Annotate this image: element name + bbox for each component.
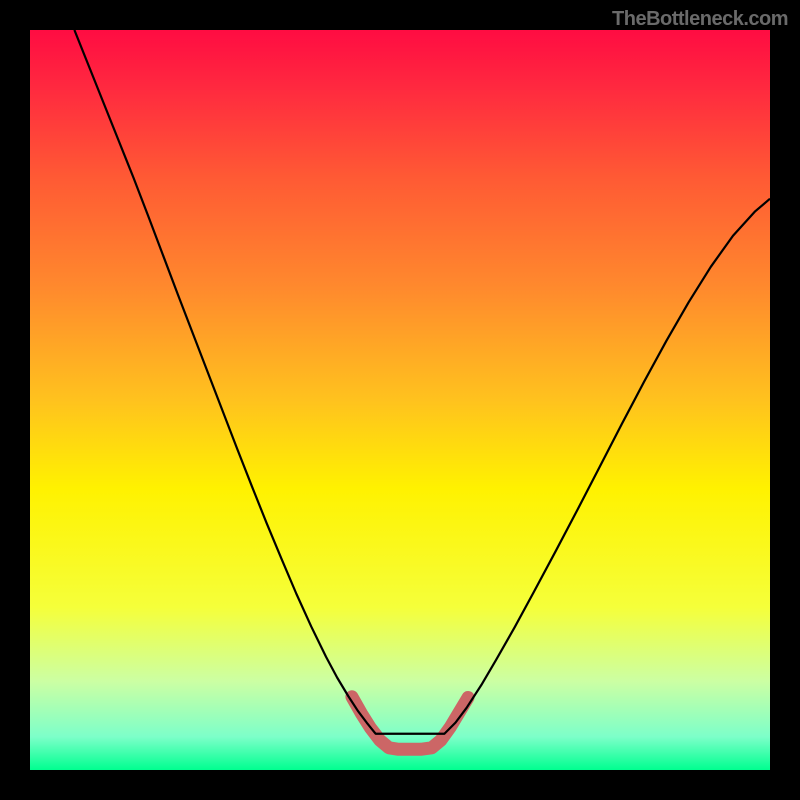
chart-frame: TheBottleneck.com xyxy=(0,0,800,800)
gradient-background xyxy=(30,30,770,770)
plot-area xyxy=(30,30,770,770)
plot-svg xyxy=(30,30,770,770)
watermark-text: TheBottleneck.com xyxy=(612,8,788,31)
